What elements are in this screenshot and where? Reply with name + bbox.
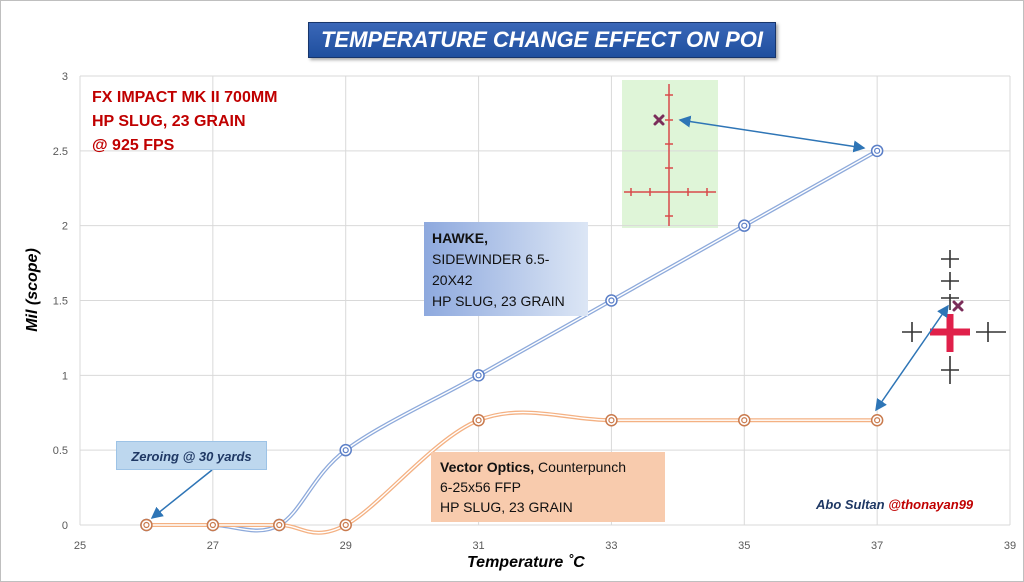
author-name: Abo Sultan [816, 497, 885, 512]
hawke-name: HAWKE, [432, 230, 488, 246]
data-point-inner [608, 297, 615, 304]
x-tick-label: 31 [472, 540, 484, 552]
data-point [738, 413, 751, 427]
hawke-scope-label: HAWKE, SIDEWINDER 6.5- 20X42 HP SLUG, 23… [424, 222, 588, 316]
hawke-line: HP SLUG, 23 GRAIN [432, 293, 565, 309]
y-tick-label: 1.5 [53, 296, 68, 308]
chart-title: TEMPERATURE CHANGE EFFECT ON POI [308, 22, 776, 58]
data-point-inner [741, 417, 748, 424]
series-layer [140, 144, 884, 535]
reticle-green-icon [624, 84, 716, 226]
x-tick-labels: 25 27 29 31 33 35 37 39 [74, 540, 1016, 552]
data-point [605, 294, 618, 307]
arrow-hawke-poi [678, 115, 866, 153]
data-point-inner [475, 372, 482, 379]
y-tick-label: 2.5 [53, 146, 68, 158]
rifle-line: HP SLUG, 23 GRAIN [92, 113, 246, 130]
data-point [870, 413, 884, 427]
arrow-vector-poi [875, 304, 949, 412]
reticle-dot-icon [902, 250, 1006, 384]
x-tick-label: 29 [340, 540, 352, 552]
hawke-line: SIDEWINDER 6.5- [432, 251, 550, 267]
data-point [605, 413, 618, 427]
x-axis-title: Temperature ˚C [467, 554, 585, 571]
vector-line: HP SLUG, 23 GRAIN [440, 499, 573, 515]
rifle-line: FX IMPACT MK II 700MM [92, 89, 278, 106]
y-tick-label: 3 [62, 71, 68, 83]
poi-cross-icon [952, 300, 964, 312]
x-tick-label: 35 [738, 540, 750, 552]
data-point-inner [475, 417, 482, 424]
data-point-inner [209, 521, 216, 529]
data-point-inner [276, 521, 283, 529]
data-point-inner [608, 417, 615, 424]
vector-name: Vector Optics, [440, 459, 535, 475]
x-tick-label: 25 [74, 540, 86, 552]
arrow-zeroing [150, 469, 213, 519]
data-point [472, 413, 485, 427]
y-tick-label: 0 [62, 520, 68, 532]
data-point [206, 518, 220, 532]
rifle-line: @ 925 FPS [92, 137, 175, 154]
data-point-inner [741, 222, 748, 229]
hawke-line: 20X42 [432, 272, 473, 288]
y-axis-title: Mil (scope) [24, 248, 41, 332]
y-tick-labels: 0 0.5 1 1.5 2 2.5 3 [53, 71, 68, 532]
data-point-inner [342, 521, 349, 529]
data-point [140, 518, 153, 532]
data-point-inner [342, 447, 349, 454]
poi-cross-icon [653, 114, 665, 126]
x-tick-label: 27 [207, 540, 219, 552]
data-point [472, 369, 485, 382]
y-tick-label: 0.5 [53, 445, 68, 457]
data-point-inner [143, 521, 150, 529]
vector-line: 6-25x56 FFP [440, 479, 521, 495]
zeroing-label: Zeroing @ 30 yards [116, 441, 267, 470]
author-handle: @thonayan99 [888, 497, 974, 512]
x-tick-label: 33 [605, 540, 617, 552]
data-point-inner [874, 417, 881, 424]
data-point [339, 518, 352, 532]
series-vector-optics [140, 410, 884, 535]
data-point [870, 144, 884, 158]
series-hawke [140, 144, 884, 533]
reticle-green-panel [622, 80, 718, 228]
vector-model: Counterpunch [534, 459, 626, 475]
y-tick-label: 2 [62, 221, 68, 233]
data-point-inner [874, 147, 881, 154]
rifle-info: FX IMPACT MK II 700MM HP SLUG, 23 GRAIN … [92, 86, 278, 158]
x-tick-label: 37 [871, 540, 883, 552]
y-tick-label: 1 [62, 370, 68, 382]
data-point [738, 219, 751, 232]
vector-title-line: Vector Optics, Counterpunch [440, 457, 656, 477]
x-tick-label: 39 [1004, 540, 1016, 552]
data-point [273, 518, 286, 532]
red-aim-point-icon [930, 314, 970, 352]
vector-scope-label: Vector Optics, Counterpunch 6-25x56 FFP … [431, 452, 665, 522]
data-point [339, 443, 352, 457]
author-credit: Abo Sultan @thonayan99 [816, 497, 973, 512]
